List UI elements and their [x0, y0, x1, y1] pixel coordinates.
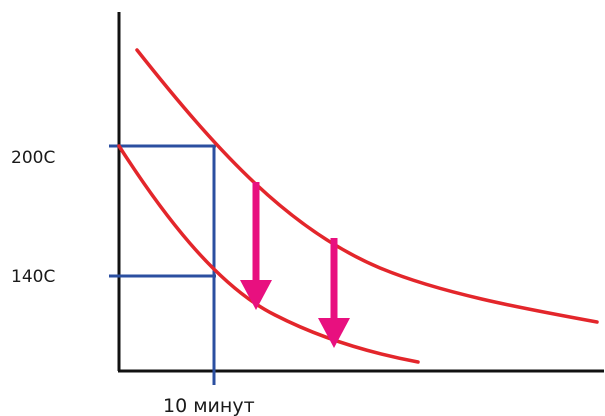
down-arrow-2 — [318, 238, 350, 348]
upper-cooling-curve — [135, 48, 599, 324]
label-140c: 140C — [11, 267, 55, 287]
label-10-minutes: 10 минут — [163, 395, 255, 416]
lower-cooling-curve — [117, 144, 420, 364]
label-200c: 200C — [11, 148, 55, 168]
down-arrow-1 — [240, 182, 272, 310]
